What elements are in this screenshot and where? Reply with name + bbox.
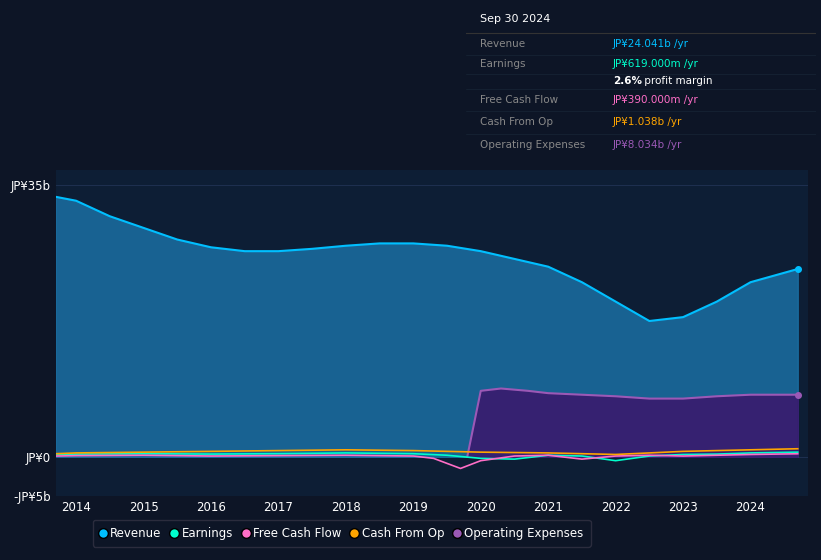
Text: Free Cash Flow: Free Cash Flow [479, 95, 557, 105]
Text: Revenue: Revenue [479, 39, 525, 49]
Legend: Revenue, Earnings, Free Cash Flow, Cash From Op, Operating Expenses: Revenue, Earnings, Free Cash Flow, Cash … [93, 520, 590, 547]
Text: 2.6%: 2.6% [612, 77, 642, 86]
Text: JP¥24.041b /yr: JP¥24.041b /yr [612, 39, 689, 49]
Text: Sep 30 2024: Sep 30 2024 [479, 14, 550, 24]
Text: JP¥619.000m /yr: JP¥619.000m /yr [612, 59, 699, 69]
Text: JP¥8.034b /yr: JP¥8.034b /yr [612, 139, 682, 150]
Text: Cash From Op: Cash From Op [479, 118, 553, 128]
Text: Earnings: Earnings [479, 59, 525, 69]
Text: Operating Expenses: Operating Expenses [479, 139, 585, 150]
Text: profit margin: profit margin [641, 77, 713, 86]
Text: JP¥390.000m /yr: JP¥390.000m /yr [612, 95, 699, 105]
Text: JP¥1.038b /yr: JP¥1.038b /yr [612, 118, 682, 128]
